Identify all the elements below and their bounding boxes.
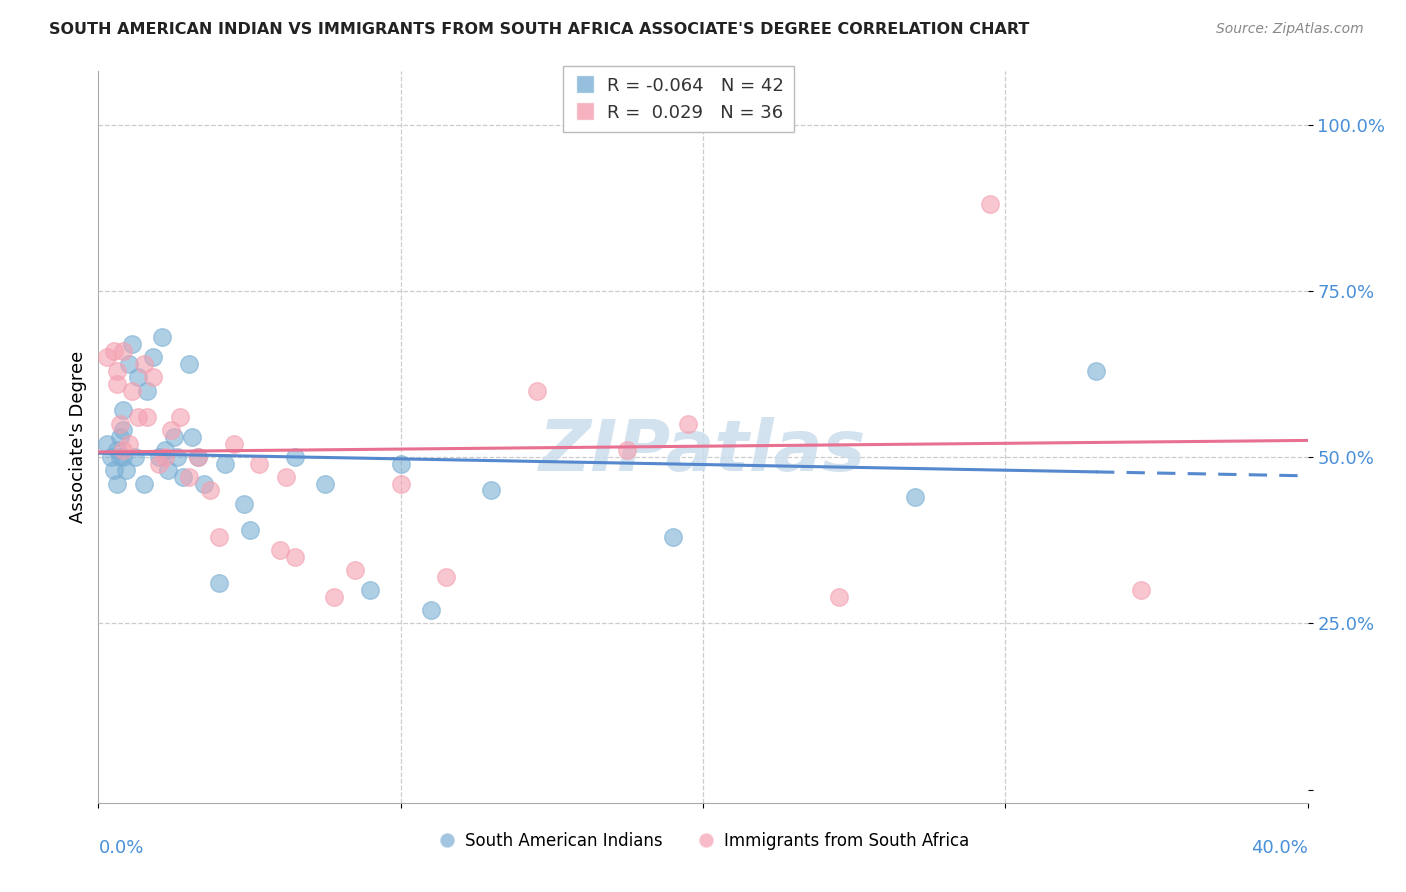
Text: 0.0%: 0.0% <box>98 839 143 857</box>
Point <box>114 463 136 477</box>
Point <box>828 590 851 604</box>
Point <box>208 576 231 591</box>
Point <box>616 443 638 458</box>
Point <box>160 424 183 438</box>
Point <box>100 450 122 464</box>
Point <box>142 351 165 365</box>
Point <box>118 436 141 450</box>
Point <box>323 590 346 604</box>
Point <box>904 490 927 504</box>
Point <box>111 424 134 438</box>
Point <box>111 443 134 458</box>
Point <box>193 476 215 491</box>
Point <box>979 197 1001 211</box>
Point <box>314 476 336 491</box>
Point <box>105 363 128 377</box>
Point <box>214 457 236 471</box>
Point <box>661 530 683 544</box>
Point <box>247 457 270 471</box>
Point <box>179 470 201 484</box>
Point <box>121 384 143 398</box>
Point <box>153 443 176 458</box>
Point <box>135 384 157 398</box>
Text: ZIPatlas: ZIPatlas <box>540 417 866 486</box>
Point <box>111 403 134 417</box>
Point <box>153 450 176 464</box>
Point <box>389 476 412 491</box>
Point <box>239 523 262 537</box>
Point <box>150 330 173 344</box>
Point <box>224 436 246 450</box>
Point <box>148 450 170 464</box>
Point <box>105 376 128 391</box>
Point <box>232 497 254 511</box>
Point <box>135 410 157 425</box>
Legend: South American Indians, Immigrants from South Africa: South American Indians, Immigrants from … <box>430 825 976 856</box>
Point <box>169 410 191 425</box>
Point <box>481 483 503 498</box>
Text: Source: ZipAtlas.com: Source: ZipAtlas.com <box>1216 22 1364 37</box>
Point <box>181 430 204 444</box>
Point <box>208 530 231 544</box>
Point <box>187 450 209 464</box>
Point <box>111 343 134 358</box>
Point <box>96 351 118 365</box>
Point <box>103 343 125 358</box>
Point <box>187 450 209 464</box>
Point <box>344 563 367 577</box>
Point <box>1130 582 1153 597</box>
Point <box>434 570 457 584</box>
Point <box>389 457 412 471</box>
Point <box>108 450 131 464</box>
Point <box>526 384 548 398</box>
Point <box>121 337 143 351</box>
Point <box>111 450 134 464</box>
Point <box>179 357 201 371</box>
Point <box>127 370 149 384</box>
Point <box>127 410 149 425</box>
Point <box>676 417 699 431</box>
Text: SOUTH AMERICAN INDIAN VS IMMIGRANTS FROM SOUTH AFRICA ASSOCIATE'S DEGREE CORRELA: SOUTH AMERICAN INDIAN VS IMMIGRANTS FROM… <box>49 22 1029 37</box>
Point <box>284 450 307 464</box>
Point <box>420 603 443 617</box>
Point <box>172 470 194 484</box>
Point <box>163 430 186 444</box>
Point <box>96 436 118 450</box>
Point <box>105 443 128 458</box>
Point <box>269 543 291 558</box>
Point <box>284 549 307 564</box>
Point <box>132 476 155 491</box>
Point <box>1085 363 1108 377</box>
Point <box>166 450 188 464</box>
Point <box>103 463 125 477</box>
Point <box>105 476 128 491</box>
Point <box>156 463 179 477</box>
Point <box>108 430 131 444</box>
Point <box>142 370 165 384</box>
Point <box>118 357 141 371</box>
Point <box>274 470 297 484</box>
Y-axis label: Associate's Degree: Associate's Degree <box>69 351 87 524</box>
Point <box>108 417 131 431</box>
Text: 40.0%: 40.0% <box>1251 839 1308 857</box>
Point <box>200 483 222 498</box>
Point <box>124 450 146 464</box>
Point <box>360 582 382 597</box>
Point <box>132 357 155 371</box>
Point <box>148 457 170 471</box>
